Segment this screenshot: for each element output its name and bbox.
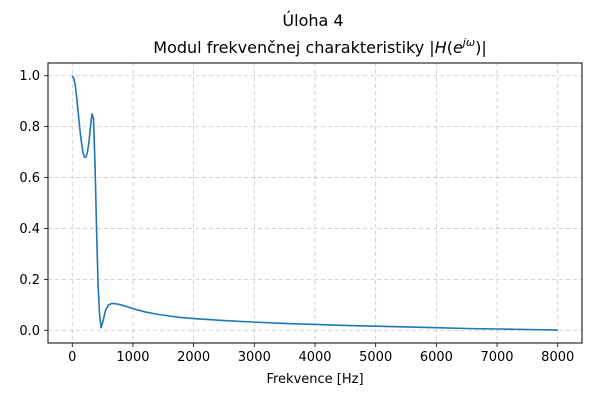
y-tick-label: 0.6 [19, 171, 40, 186]
x-tick-label: 1000 [116, 350, 149, 365]
x-tick-label: 2000 [177, 350, 210, 365]
series-line [71, 75, 558, 331]
x-tick-label: 3000 [238, 350, 271, 365]
chart-title: Úloha 4 [282, 11, 343, 30]
x-tick-label: 7000 [480, 350, 513, 365]
x-tick-label: 6000 [420, 350, 453, 365]
axes: 0 1000 2000 3000 4000 5000 6000 7000 8000 0.0 0.2 0… [19, 62, 583, 365]
y-tick-label: 0.2 [19, 273, 40, 288]
grid [48, 63, 582, 343]
chart-subtitle: Modul frekvenčnej charakteristiky |H(ejω… [153, 36, 486, 57]
plot-area [71, 75, 558, 331]
x-axis-label: Frekvence [Hz] [266, 372, 363, 387]
x-tick-label: 8000 [541, 350, 574, 365]
x-tick-label: 4000 [298, 350, 331, 365]
x-tick-label: 5000 [359, 350, 392, 365]
x-tick-label: 0 [68, 350, 76, 365]
y-tick-label: 1.0 [19, 69, 40, 84]
y-tick-label: 0.0 [19, 324, 40, 339]
y-tick-label: 0.8 [19, 120, 40, 135]
y-tick-label: 0.4 [19, 222, 40, 237]
